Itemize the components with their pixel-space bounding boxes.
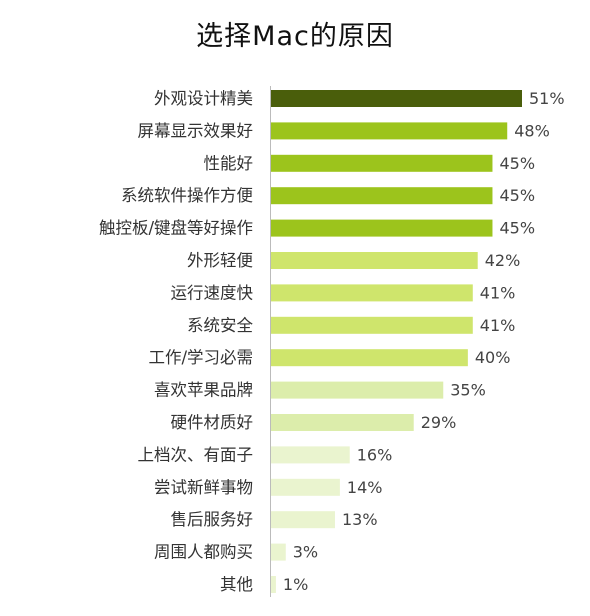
value-label: 42% — [485, 251, 521, 270]
category-label: 上档次、有面子 — [138, 445, 254, 464]
category-label: 工作/学习必需 — [148, 348, 253, 367]
category-label: 周围人都购买 — [154, 543, 253, 562]
bar — [271, 316, 473, 334]
category-label: 系统安全 — [187, 316, 254, 335]
category-label: 性能好 — [204, 154, 254, 173]
bar — [271, 543, 286, 561]
value-label: 1% — [283, 575, 308, 594]
bar — [271, 284, 473, 302]
bar — [271, 414, 414, 431]
category-label: 硬件材质好 — [171, 413, 254, 432]
bar — [271, 446, 350, 464]
value-label: 45% — [499, 186, 535, 205]
value-label: 14% — [347, 478, 383, 497]
value-label: 45% — [499, 154, 535, 173]
bar — [271, 576, 276, 593]
category-label: 屏幕显示效果好 — [138, 121, 254, 140]
value-label: 35% — [450, 381, 486, 400]
bar — [271, 381, 444, 399]
bar — [271, 252, 478, 269]
bar — [271, 478, 340, 496]
value-label: 41% — [480, 283, 516, 302]
bar — [271, 349, 468, 367]
value-label: 29% — [421, 413, 457, 432]
value-label: 45% — [499, 219, 535, 238]
value-label: 3% — [293, 543, 318, 562]
bar — [271, 219, 493, 237]
bar — [271, 90, 522, 107]
chart-title: 选择Mac的原因 — [196, 21, 394, 52]
value-label: 40% — [475, 348, 511, 367]
category-label: 其他 — [220, 575, 253, 594]
value-label: 13% — [342, 510, 378, 529]
category-label: 外形轻便 — [187, 251, 253, 270]
bar — [271, 187, 493, 205]
bar — [271, 154, 493, 172]
category-label: 售后服务好 — [171, 510, 254, 529]
category-label: 尝试新鲜事物 — [154, 478, 253, 497]
category-label: 系统软件操作方便 — [121, 186, 253, 205]
value-label: 16% — [357, 445, 393, 464]
value-label: 41% — [480, 316, 516, 335]
bar — [271, 511, 335, 529]
bar — [271, 122, 508, 140]
value-label: 48% — [514, 121, 550, 140]
value-label: 51% — [529, 89, 565, 108]
category-label: 运行速度快 — [171, 283, 254, 302]
category-label: 外观设计精美 — [154, 89, 253, 108]
category-label: 触控板/键盘等好操作 — [99, 219, 253, 238]
category-label: 喜欢苹果品牌 — [154, 381, 253, 400]
